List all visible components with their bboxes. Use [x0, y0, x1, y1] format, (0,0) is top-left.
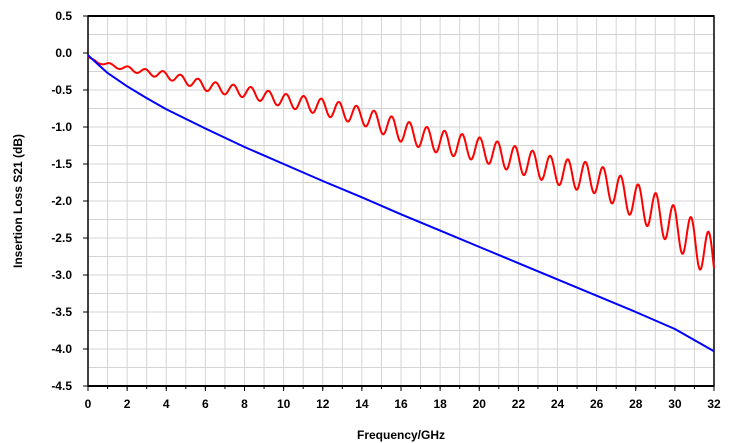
y-tick-label: 0.5	[55, 9, 72, 23]
y-tick-label: -3.5	[51, 305, 72, 319]
series-line-2	[87, 54, 715, 353]
y-tick-label: 0.0	[55, 46, 72, 60]
x-tick-label: 22	[512, 397, 526, 411]
x-tick-label: 32	[707, 397, 721, 411]
grid	[87, 15, 715, 387]
y-tick-label: -0.5	[51, 83, 72, 97]
y-tick-label: -2.5	[51, 231, 72, 245]
y-tick-label: -1.0	[51, 120, 72, 134]
x-tick-label: 2	[124, 397, 131, 411]
x-tick-label: 6	[202, 397, 209, 411]
x-tick-label: 12	[316, 397, 330, 411]
x-tick-label: 20	[473, 397, 487, 411]
y-tick-label: -1.5	[51, 157, 72, 171]
x-tick-label: 10	[277, 397, 291, 411]
x-tick-label: 16	[394, 397, 408, 411]
x-tick-label: 0	[85, 397, 92, 411]
y-tick-label: -4.0	[51, 342, 72, 356]
x-axis-title: Frequency/GHz	[357, 428, 445, 442]
x-tick-label: 4	[163, 397, 170, 411]
y-tick-label: -3.0	[51, 268, 72, 282]
x-tick-label: 28	[629, 397, 643, 411]
x-tick-label: 18	[433, 397, 447, 411]
x-tick-label: 26	[590, 397, 604, 411]
series-line-1	[87, 55, 715, 271]
x-tick-label: 14	[355, 397, 369, 411]
labels: 0 2 4 6 8 10 12 14 16 18 20 22 24 26 28 30 320.50.0-0.5-…	[51, 9, 721, 411]
x-tick-label: 30	[668, 397, 682, 411]
y-axis-title: Insertion Loss S21 (dB)	[11, 134, 25, 268]
series-layer	[87, 54, 715, 353]
x-tick-label: 8	[241, 397, 248, 411]
y-tick-label: -4.5	[51, 379, 72, 393]
x-tick-label: 24	[551, 397, 565, 411]
y-tick-label: -2.0	[51, 194, 72, 208]
axes	[83, 15, 715, 391]
